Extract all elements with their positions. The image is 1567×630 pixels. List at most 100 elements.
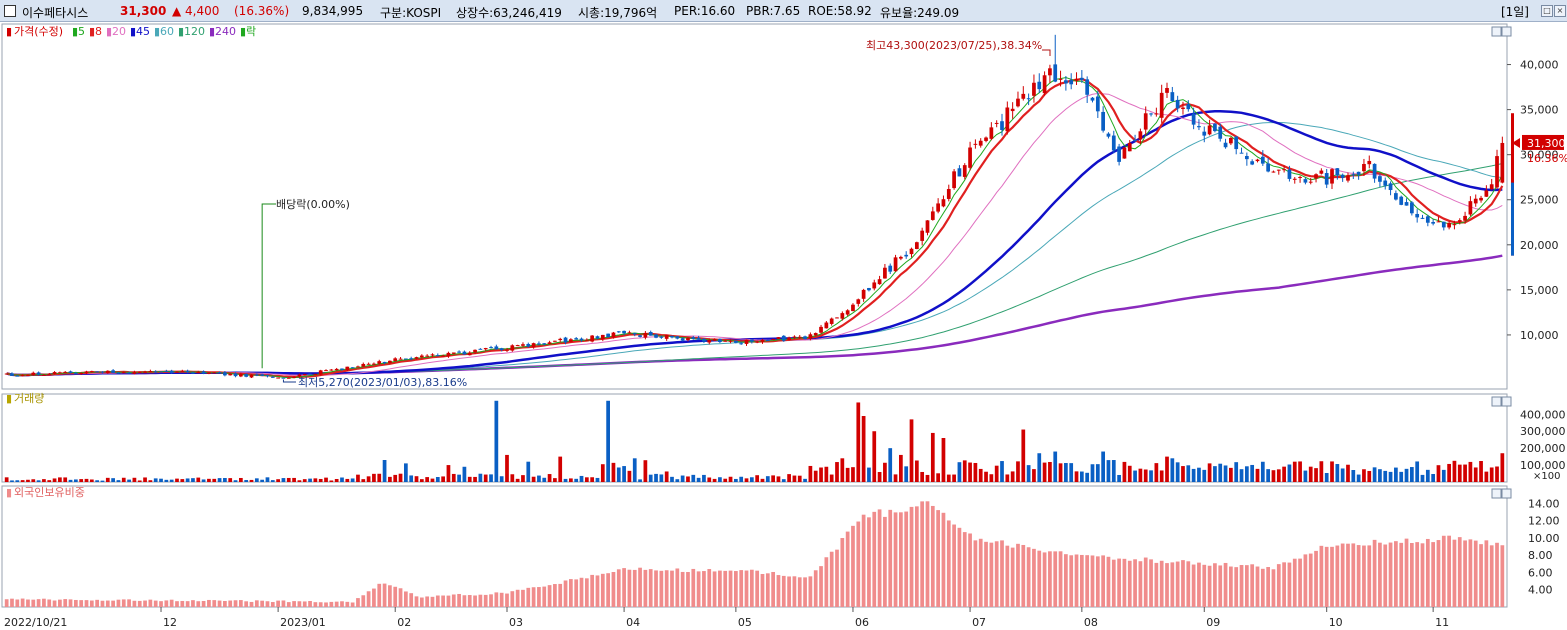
volume-bar (286, 477, 291, 482)
candle (1324, 168, 1329, 189)
candle (1058, 70, 1063, 87)
candle (1159, 84, 1164, 123)
foreign-ratio-bar (223, 600, 227, 607)
candle (1346, 172, 1350, 183)
candle (1457, 218, 1462, 225)
foreign-ratio-bar (1441, 535, 1446, 607)
volume-bar (1053, 451, 1058, 482)
foreign-panel[interactable] (1, 485, 1508, 608)
candle (696, 335, 701, 340)
close-icon[interactable]: × (1554, 5, 1566, 17)
foreign-ratio-bar (42, 598, 46, 607)
legend-item: 락 (246, 25, 256, 38)
foreign-ratio-bar (1069, 555, 1074, 607)
reserve-ratio: 유보율:249.09 (880, 6, 960, 20)
candle (1425, 214, 1430, 227)
panel-close-icon[interactable] (1501, 396, 1512, 407)
candle (1271, 170, 1276, 173)
volume-bar (1308, 466, 1313, 482)
foreign-ratio-bar (978, 538, 983, 607)
foreign-ratio-bar (1340, 543, 1345, 607)
candle (1292, 177, 1297, 184)
candle (824, 320, 829, 329)
panel-maximize-icon[interactable] (1491, 396, 1502, 407)
candle (638, 334, 642, 338)
volume-bar (1213, 466, 1217, 482)
panel-close-icon[interactable] (1501, 26, 1512, 37)
foreign-ratio-bar (350, 602, 355, 607)
volume-panel[interactable] (1, 393, 1508, 483)
volume-bar (52, 478, 57, 482)
ma-legend: 가격(수정) ▮ 5 ▮ 8 ▮ 20 ▮ 45 ▮ 60 ▮ 120 ▮ 240 ▮ 락 (14, 25, 256, 38)
volume-bar (441, 476, 445, 482)
volume-bar (409, 475, 414, 482)
foreign-ratio-bar (872, 511, 877, 607)
volume-bar (936, 473, 940, 482)
stock-chart[interactable]: 10,000 15,000 20,000 25,000 30,000 35,000 40,0… (0, 22, 1567, 630)
foreign-ratio-bar (457, 593, 461, 607)
foreign-ratio-bar (1457, 537, 1462, 607)
volume-bar (686, 476, 690, 482)
candle (254, 373, 259, 377)
volume-bar (132, 477, 137, 482)
price-panel[interactable] (1, 23, 1508, 390)
candle (441, 354, 445, 357)
select-checkbox-icon[interactable] (4, 5, 16, 17)
foreign-ratio-bar (702, 571, 706, 607)
foreign-ratio-bar (1436, 540, 1441, 607)
candle (521, 342, 525, 347)
candle (473, 349, 477, 355)
volume-bar (1154, 463, 1159, 482)
candle (1276, 169, 1281, 175)
foreign-ratio-bar (569, 579, 573, 607)
volume-bar (26, 479, 30, 482)
volume-bar (1026, 465, 1031, 482)
volume-bar (31, 479, 36, 482)
foreign-axis-tick: 14.00 (1528, 497, 1560, 510)
stock-name[interactable]: 이수페타시스 (22, 6, 89, 20)
foreign-ratio-bar (372, 588, 376, 607)
foreign-ratio-bar (1090, 555, 1095, 607)
market-type: 구분:KOSPI (380, 6, 442, 20)
candle (600, 334, 605, 342)
volume-bar (276, 479, 280, 482)
volume-unit-label: ×100 (1533, 471, 1560, 482)
panel-close-icon[interactable] (1501, 488, 1512, 499)
foreign-ratio-bar (829, 551, 834, 607)
candle (89, 370, 94, 373)
foreign-ratio-bar (1005, 545, 1010, 607)
maximize-icon[interactable]: □ (1541, 5, 1553, 17)
volume-bar (744, 478, 749, 482)
candle (1074, 72, 1079, 85)
period-selector[interactable]: [1일] (1500, 5, 1529, 19)
candle (270, 375, 275, 378)
volume-bar (1202, 469, 1207, 482)
foreign-ratio-bar (1229, 566, 1233, 607)
foreign-ratio-bar (499, 592, 504, 607)
candle (1165, 82, 1169, 98)
foreign-ratio-bar (1473, 540, 1478, 607)
volume-bar (877, 472, 882, 482)
candle (899, 255, 903, 261)
foreign-ratio-bar (414, 596, 419, 607)
candle (404, 358, 408, 360)
candle (973, 139, 978, 149)
foreign-ratio-bar (217, 600, 222, 607)
volume-bar (1457, 464, 1462, 482)
candle (654, 333, 658, 339)
panel-maximize-icon[interactable] (1491, 26, 1502, 37)
volume-bar (175, 478, 179, 482)
volume-bar (962, 460, 967, 482)
panel-maximize-icon[interactable] (1491, 488, 1502, 499)
candle (888, 263, 893, 275)
per-value: PER:16.60 (674, 4, 736, 18)
foreign-ratio-bar (1324, 546, 1329, 607)
volume-bar (494, 400, 499, 482)
candle (707, 338, 712, 345)
foreign-ratio-bar (398, 588, 403, 607)
legend-swatch-icon: ▮ (178, 25, 184, 38)
foreign-ratio-bar (686, 572, 690, 607)
volume-bar (457, 474, 461, 482)
volume-bar (15, 480, 20, 482)
candle (1441, 221, 1446, 231)
